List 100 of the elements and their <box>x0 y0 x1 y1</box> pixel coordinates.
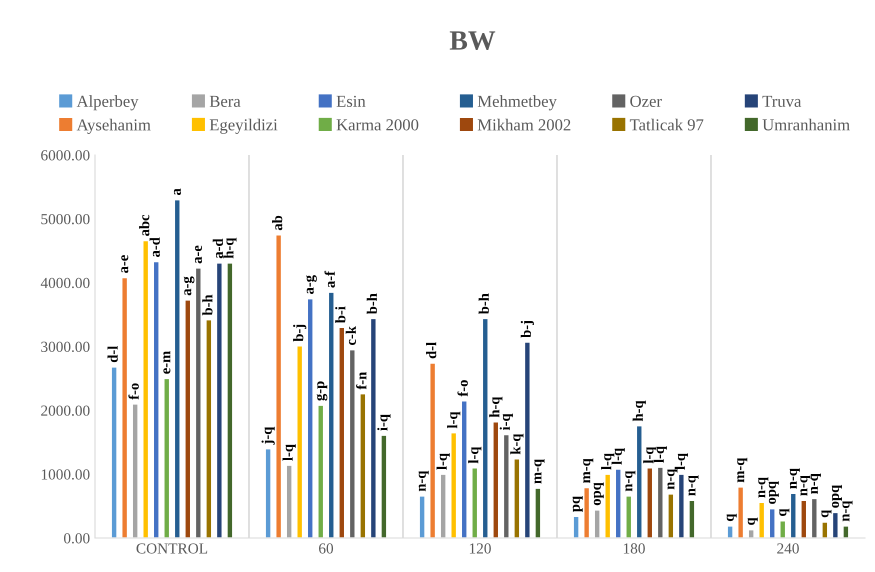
bar <box>110 366 118 538</box>
bar <box>625 495 632 538</box>
data-label: n-q <box>842 500 852 522</box>
bar <box>418 495 426 538</box>
data-label: a-d <box>212 238 224 258</box>
data-label: b-h <box>478 293 489 314</box>
bar <box>482 318 489 538</box>
bar <box>726 525 734 538</box>
bar <box>821 521 828 538</box>
bar <box>614 468 622 538</box>
data-label: a-f <box>324 270 335 288</box>
bar <box>572 516 580 538</box>
bar <box>328 292 335 538</box>
data-label: g-p <box>316 381 328 401</box>
data-label: a-g <box>306 275 317 294</box>
data-label: a-e <box>194 246 202 264</box>
bar <box>832 512 839 538</box>
data-label: n-q <box>758 477 768 498</box>
bar <box>737 486 744 538</box>
data-label: a-d <box>150 237 160 257</box>
data-label: j-q <box>262 426 275 445</box>
bar <box>534 488 542 538</box>
bar <box>748 529 755 538</box>
legend-label: Tatlicak 97 <box>630 118 704 130</box>
bar <box>184 299 192 538</box>
bar <box>174 198 181 538</box>
data-label: q <box>821 510 832 518</box>
data-label: n-q <box>810 473 821 494</box>
bar <box>216 262 223 538</box>
bar <box>306 298 314 538</box>
bar <box>460 400 468 538</box>
bar <box>768 508 776 538</box>
data-label: l-q <box>674 453 688 470</box>
chart-title: BW <box>450 31 496 50</box>
bar <box>348 348 356 538</box>
data-label: i-q <box>377 414 390 431</box>
data-label: l-q <box>468 446 482 464</box>
bar <box>667 493 674 538</box>
x-tick-label: 60 <box>319 543 334 554</box>
bar <box>226 262 234 538</box>
data-label: e-m <box>163 351 170 374</box>
bar <box>370 318 377 538</box>
bar <box>842 525 850 538</box>
bar <box>513 458 520 538</box>
data-label: a <box>174 188 181 196</box>
data-label: opq <box>832 484 842 508</box>
y-tick-label: 1000.00 <box>42 469 90 480</box>
y-tick-label: 0.00 <box>64 533 90 544</box>
legend-label: Aysehanim <box>76 118 151 134</box>
bar <box>296 345 304 538</box>
data-label: n-q <box>667 468 678 490</box>
legend-label: Umranhanim <box>762 118 850 130</box>
y-tick-label: 3000.00 <box>41 342 90 352</box>
bar <box>790 492 797 538</box>
bar <box>142 240 150 538</box>
bar <box>317 404 324 538</box>
data-label: f-n <box>356 372 366 390</box>
bar <box>678 473 685 538</box>
legend-label: Egeyildizi <box>210 118 278 134</box>
data-label: m-q <box>583 458 594 484</box>
bar <box>800 500 808 538</box>
data-label: f-o <box>128 383 139 400</box>
data-label: d-l <box>108 346 118 362</box>
data-label: l-q <box>447 412 460 428</box>
bar <box>656 466 664 538</box>
bar <box>758 502 766 538</box>
bar <box>338 326 346 538</box>
data-label: opq <box>594 482 604 506</box>
bar <box>492 421 500 538</box>
bar <box>264 448 272 538</box>
bar <box>121 276 128 538</box>
data-label: q <box>726 514 737 522</box>
bar <box>440 473 447 538</box>
bar <box>502 434 510 538</box>
data-label: q <box>779 508 790 516</box>
y-tick-label: 4000.00 <box>40 278 90 288</box>
data-label: b-h <box>366 293 378 314</box>
bar <box>132 403 139 538</box>
legend-label: Mehmetbey <box>478 95 557 110</box>
data-label: a-g <box>184 276 194 296</box>
bar <box>646 467 654 538</box>
data-label: c-k <box>346 326 356 346</box>
bar <box>275 234 282 538</box>
legend-label: Alperbey <box>76 95 138 110</box>
x-tick-label: 180 <box>624 543 645 554</box>
bar <box>205 318 212 538</box>
data-label: d-l <box>426 342 436 358</box>
data-label: b-j <box>520 320 534 338</box>
x-tick-label: 120 <box>470 543 491 554</box>
bar <box>810 498 818 538</box>
bar <box>450 432 458 538</box>
y-tick-label: 5000.00 <box>41 214 90 224</box>
bar <box>380 434 388 538</box>
data-label: h-q <box>223 238 236 258</box>
data-label: m-q <box>534 459 544 484</box>
y-tick-label: 6000.00 <box>41 150 90 161</box>
x-tick-label: CONTROL <box>136 543 208 554</box>
data-label: k-q <box>510 434 524 454</box>
data-label: n-q <box>800 475 810 496</box>
data-label: abc <box>139 214 150 236</box>
